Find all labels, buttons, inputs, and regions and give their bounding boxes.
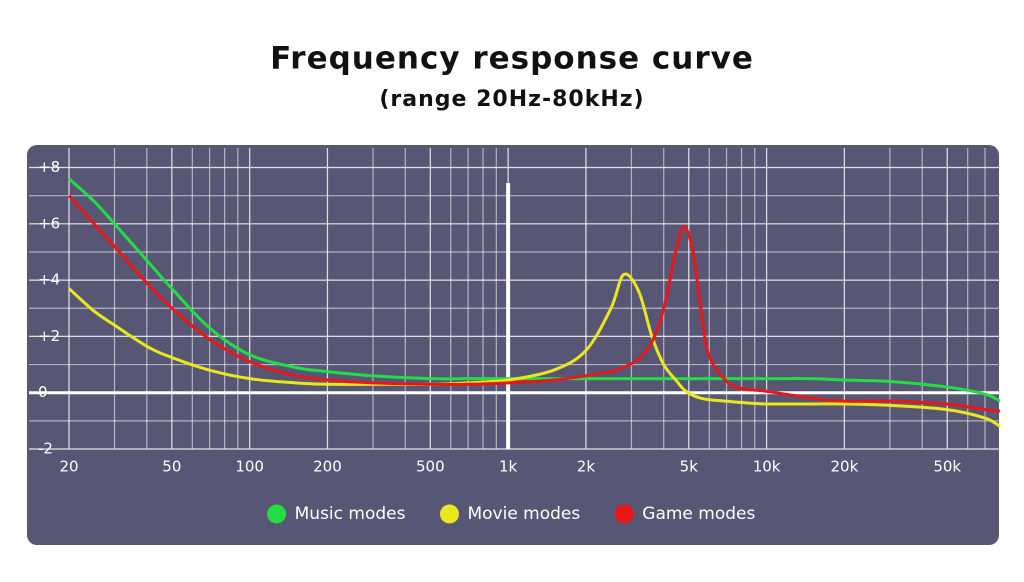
- plot-panel: [27, 145, 999, 545]
- x-tick-label: 5k: [680, 458, 699, 476]
- legend-label: Game modes: [642, 504, 755, 524]
- x-tick-label: 10k: [753, 458, 781, 476]
- series-line: [67, 272, 1001, 428]
- series-line: [67, 194, 1001, 413]
- x-tick-label: 500: [416, 458, 445, 476]
- legend-label: Music modes: [295, 504, 406, 524]
- x-tick-label: 200: [313, 458, 342, 476]
- x-tick-label: 50: [162, 458, 181, 476]
- legend-swatch: [614, 504, 634, 524]
- chart-subtitle: (range 20Hz-80kHz): [379, 87, 644, 112]
- chart-title: Frequency response curve: [270, 41, 754, 77]
- legend: Music modes Movie modes Game modes: [267, 504, 755, 524]
- legend-label: Movie modes: [467, 504, 580, 524]
- legend-swatch: [439, 504, 459, 524]
- x-tick-label: 20: [59, 458, 78, 476]
- x-tick-label: 1k: [499, 458, 518, 476]
- x-tick-label: 2k: [577, 458, 596, 476]
- x-tick-label: 50k: [933, 458, 961, 476]
- series-line: [67, 177, 1001, 403]
- x-tick-label: 100: [235, 458, 264, 476]
- x-tick-label: 20k: [830, 458, 858, 476]
- legend-swatch: [267, 504, 287, 524]
